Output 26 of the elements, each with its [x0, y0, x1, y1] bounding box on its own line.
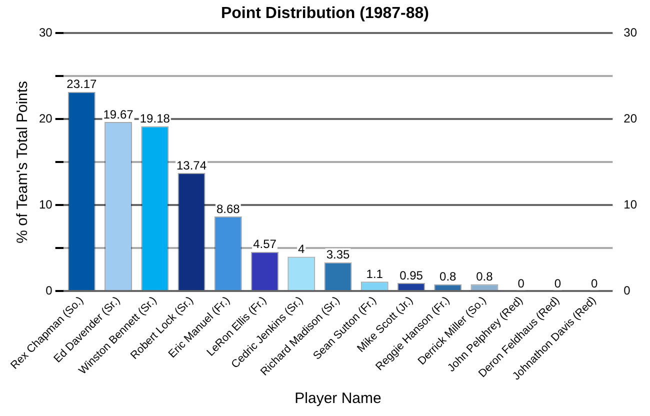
y-axis-title: % of Team's Total Points [14, 80, 32, 244]
data-label: 0.95 [400, 268, 424, 282]
data-label: 0 [554, 276, 562, 290]
y-tick-label: 10 [38, 197, 53, 212]
y2-tick-label: 20 [624, 111, 638, 126]
data-label: 8.68 [216, 202, 240, 216]
chart-title: Point Distribution (1987-88) [220, 5, 430, 22]
y2-tick-label: 30 [624, 26, 638, 40]
y-tick-label: 30 [38, 26, 53, 40]
data-label: 0.8 [476, 270, 494, 284]
data-label: 0 [518, 276, 525, 290]
y-tick-label: 0 [46, 283, 53, 298]
data-label: 4 [298, 242, 306, 256]
y2-tick-label: 0 [624, 283, 631, 298]
data-label: 19.67 [103, 107, 134, 122]
y-tick-label: 20 [38, 111, 53, 126]
data-label: 1.1 [366, 266, 384, 281]
data-label: 0 [591, 276, 598, 290]
x-axis-title: Player Name [294, 390, 382, 408]
data-label: 4.57 [253, 237, 277, 252]
data-label: 19.18 [140, 112, 170, 126]
data-label: 13.74 [176, 158, 207, 172]
data-label: 23.17 [66, 77, 97, 92]
data-label: 0.8 [440, 270, 457, 284]
data-label: 3.35 [326, 248, 350, 262]
y2-tick-label: 10 [624, 197, 638, 212]
